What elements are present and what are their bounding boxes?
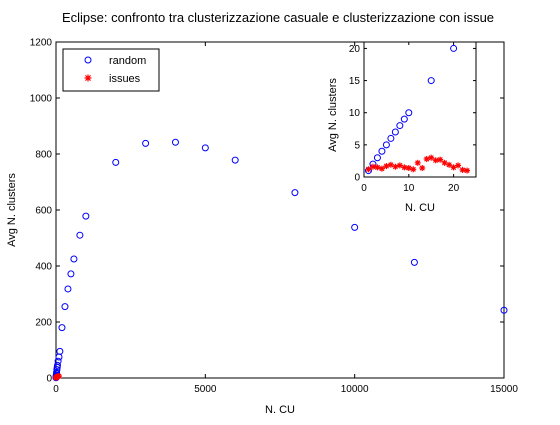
legend-random-label: random — [109, 55, 146, 67]
main-x-tick-label: 15000 — [490, 384, 518, 395]
inset-issues-point — [424, 156, 430, 162]
main-x-tick-label: 0 — [53, 384, 59, 395]
inset-issues-point — [401, 164, 407, 170]
chart-title: Eclipse: confronto tra clusterizzazione … — [62, 10, 494, 25]
inset-y-axis-label: Avg N. clusters — [327, 78, 339, 152]
inset-y-tick-label: 10 — [349, 108, 361, 119]
main-y-tick-label: 200 — [35, 318, 52, 329]
inset-y-tick-label: 20 — [349, 44, 361, 55]
main-x-tick-label: 10000 — [341, 384, 369, 395]
inset-x-tick-label: 0 — [361, 183, 367, 194]
inset-x-axis-label: N. CU — [405, 202, 435, 214]
inset-issues-point — [415, 160, 421, 166]
legend-issues-label: issues — [109, 73, 141, 85]
main-y-tick-label: 600 — [35, 206, 52, 217]
legend-issues-marker — [85, 75, 92, 82]
main-issues-point — [56, 373, 62, 379]
inset-issues-point — [383, 163, 389, 169]
main-y-tick-label: 1000 — [30, 94, 53, 105]
inset-x-tick-label: 20 — [448, 183, 460, 194]
inset-issues-point — [374, 164, 380, 170]
inset-issues-point — [437, 157, 443, 163]
main-y-tick-label: 800 — [35, 150, 52, 161]
inset-issues-point — [419, 165, 425, 171]
legend: random issues — [63, 49, 159, 91]
inset-issues-point — [370, 164, 376, 170]
main-y-tick-label: 1200 — [30, 38, 53, 49]
inset-y-tick-label: 15 — [349, 76, 361, 87]
inset-issues-point — [410, 166, 416, 172]
main-x-tick-label: 5000 — [194, 384, 217, 395]
inset-y-tick-label: 0 — [354, 173, 360, 184]
inset-issues-point — [460, 167, 466, 173]
inset-y-tick-label: 5 — [354, 140, 360, 151]
inset-issues-point — [464, 168, 470, 174]
main-x-axis-label: N. CU — [265, 404, 295, 416]
main-y-tick-label: 0 — [46, 374, 52, 385]
inset-issues-point — [455, 162, 461, 168]
legend-issues-symbol — [85, 75, 92, 82]
inset-x-tick-label: 10 — [403, 183, 415, 194]
inset-issues-point — [392, 164, 398, 170]
main-y-axis-label: Avg N. clusters — [6, 173, 18, 247]
inset-issues-point — [433, 157, 439, 163]
main-y-tick-label: 400 — [35, 262, 52, 273]
inset-issues-point — [406, 165, 412, 171]
